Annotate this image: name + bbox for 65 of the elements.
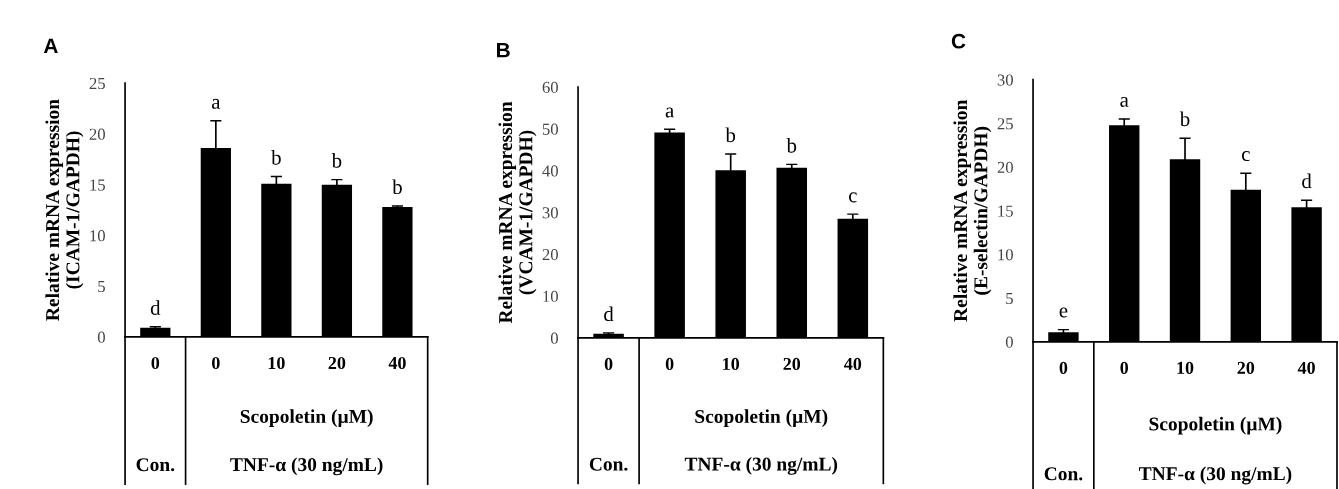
text: TNF-α (30 ng/mL)	[1139, 466, 1292, 485]
y-tick-label: 50	[542, 123, 558, 135]
data-label: b	[271, 150, 281, 165]
text: Scopoletin (µM)	[240, 409, 373, 427]
text: Scopoletin (µM)	[695, 409, 828, 427]
y-tick-label: 40	[542, 165, 558, 177]
y-axis-title: Relative mRNA expression (E-selectin/GAPDH)	[953, 99, 992, 322]
y-tick-label: 0	[550, 332, 558, 344]
text: Scopoletin (µM)	[1149, 416, 1282, 435]
x-tick-label: 40	[844, 357, 862, 371]
y-tick-label: 10	[90, 230, 105, 242]
data-label: c	[848, 192, 857, 203]
x-tick-label: 0	[604, 357, 613, 371]
text: TNF-α (30 ng/mL)	[230, 457, 383, 476]
x-tick-label: 40	[388, 356, 406, 370]
y-tick-label: 5	[98, 281, 105, 293]
x-tick-label: 0	[212, 356, 220, 370]
text: Con.	[1044, 467, 1083, 481]
data-label: c	[1241, 151, 1250, 162]
y-tick-label: 5	[1006, 293, 1013, 305]
data-label: b	[392, 179, 402, 195]
y-tick-label: 20	[997, 161, 1013, 174]
x-tick-label: 20	[783, 357, 801, 371]
data-label: a	[665, 107, 674, 118]
y-tick-label: 0	[97, 331, 105, 343]
chart-title: C	[951, 33, 966, 49]
y-axis-title: Relative mRNA expression (VCAM-1/GAPDH)	[498, 101, 537, 324]
text: Con.	[589, 457, 628, 471]
x-tick-label: 0	[665, 357, 674, 371]
x-tick-label: 10	[268, 356, 285, 370]
text: Con.	[136, 458, 175, 472]
y-tick-label: 60	[542, 81, 558, 93]
x-tick-label: 20	[328, 356, 346, 370]
data-label: d	[604, 306, 614, 322]
chart-title: A	[43, 38, 58, 53]
x-tick-label: 0	[151, 356, 160, 370]
chart-title: B	[497, 42, 510, 58]
data-label: d	[150, 300, 161, 315]
y-tick-label: 15	[998, 205, 1013, 217]
y-tick-label: 30	[542, 207, 558, 219]
y-tick-label: 25	[997, 118, 1013, 130]
x-tick-label: 20	[1237, 361, 1255, 374]
x-tick-label: 0	[1120, 361, 1129, 374]
x-tick-label: 10	[723, 357, 740, 371]
x-tick-label: 0	[1059, 361, 1068, 374]
y-tick-label: 10	[543, 290, 558, 303]
x-tick-label: 40	[1297, 361, 1315, 374]
data-label: e	[1059, 307, 1068, 318]
data-label: b	[1179, 111, 1190, 127]
y-tick-label: 10	[998, 249, 1013, 261]
data-label: b	[725, 127, 736, 143]
y-tick-label: 20	[89, 128, 105, 140]
y-axis-title: Relative mRNA expression (ICAM-1/GAPDH)	[45, 99, 84, 321]
data-label: b	[786, 137, 797, 153]
data-label: a	[1120, 96, 1129, 107]
y-tick-label: 15	[90, 179, 105, 191]
x-tick-label: 10	[1177, 361, 1194, 374]
data-label: a	[211, 98, 221, 109]
data-label: d	[1302, 173, 1312, 189]
y-tick-label: 30	[997, 74, 1013, 86]
y-tick-label: 0	[1005, 336, 1013, 348]
y-tick-label: 20	[542, 248, 558, 261]
text: TNF-α (30 ng/mL)	[684, 456, 838, 475]
data-label: b	[331, 153, 342, 168]
y-tick-label: 25	[89, 77, 105, 90]
